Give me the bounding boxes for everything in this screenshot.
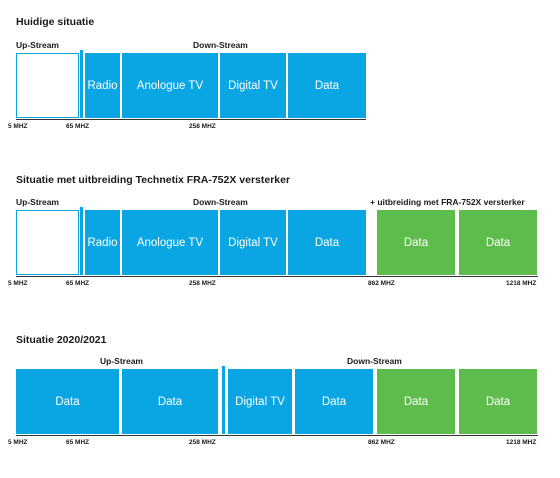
tick-65mhz-2: 65 MHZ [66,280,90,287]
tick-65mhz-1: 65 MHZ [66,123,90,130]
tick-65mhz-3: 65 MHZ [66,439,90,446]
digital-tv-block-3: Digital TV [228,369,292,434]
axis-1 [16,119,366,120]
data-extension-block-2a: Data [377,210,455,275]
analogue-tv-block-1: Anologue TV [122,53,218,118]
upstream-empty-block-1 [16,53,79,118]
downstream-label-1: Down-Stream [193,40,248,50]
tick-258mhz-2: 258 MHZ [189,280,216,287]
section-1-title: Huidige situatie [16,16,95,28]
band-divider-2 [80,207,83,275]
tick-5mhz-3: 5 MHZ [8,439,28,446]
band-divider-3 [222,366,225,434]
digital-tv-block-2: Digital TV [220,210,286,275]
data-block-3a: Data [16,369,119,434]
data-extension-block-3a: Data [377,369,455,434]
band-divider-1 [80,50,83,118]
extension-label: + uitbreiding met FRA-752X versterker [370,197,525,207]
analogue-tv-block-2: Anologue TV [122,210,218,275]
radio-block-1: Radio [85,53,120,118]
upstream-label-2: Up-Stream [16,197,59,207]
tick-862mhz-3: 862 MHZ [368,439,395,446]
digital-tv-block-1: Digital TV [220,53,286,118]
tick-1218mhz-2: 1218 MHZ [506,280,537,287]
data-block-3c: Data [295,369,373,434]
tick-5mhz-1: 5 MHZ [8,123,28,130]
data-block-3b: Data [122,369,218,434]
data-extension-block-3b: Data [459,369,537,434]
axis-2 [16,276,538,277]
downstream-label-3: Down-Stream [347,356,402,366]
tick-862mhz-2: 862 MHZ [368,280,395,287]
data-block-1: Data [288,53,366,118]
upstream-label-1: Up-Stream [16,40,59,50]
section-2-title: Situatie met uitbreiding Technetix FRA-7… [16,174,291,186]
axis-3 [16,435,538,436]
tick-5mhz-2: 5 MHZ [8,280,28,287]
data-block-2: Data [288,210,366,275]
tick-258mhz-3: 258 MHZ [189,439,216,446]
tick-1218mhz-3: 1218 MHZ [506,439,537,446]
upstream-empty-block-2 [16,210,79,275]
data-extension-block-2b: Data [459,210,537,275]
downstream-label-2: Down-Stream [193,197,248,207]
tick-258mhz-1: 258 MHZ [189,123,216,130]
radio-block-2: Radio [85,210,120,275]
upstream-label-3: Up-Stream [100,356,143,366]
section-3-title: Situatie 2020/2021 [16,334,107,346]
